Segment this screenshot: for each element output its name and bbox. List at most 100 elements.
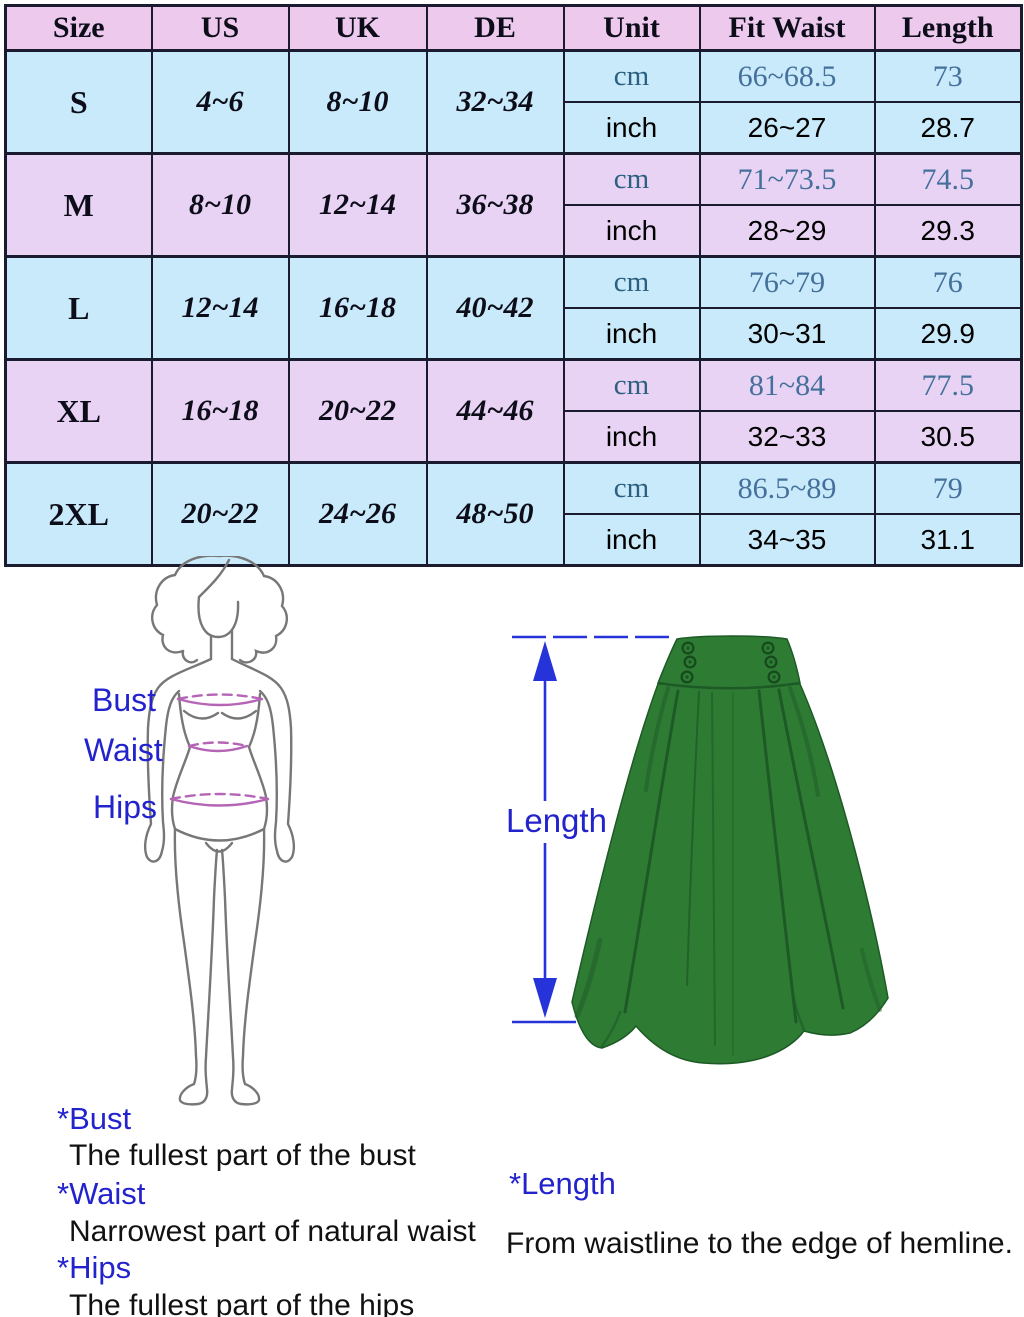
hips-label: Hips (93, 789, 158, 825)
bust-curve (220, 709, 258, 720)
hair-fringe (197, 558, 231, 599)
unit-cm-cell: cm (562, 461, 701, 515)
fit-waist-cm-cell: 76~79 (698, 255, 876, 309)
woman-figure-drawing (143, 556, 296, 1106)
length-cm-cell: 76 (873, 255, 1023, 309)
table-row: inch 30~31 29.9 (6, 307, 1023, 361)
fit-waist-inch-cell: 34~35 (698, 513, 876, 567)
de-cell: 48~50 (425, 461, 565, 567)
fit-waist-cm-cell: 81~84 (698, 358, 876, 412)
waistband-buttons (680, 641, 781, 684)
header-fit-waist: Fit Waist (698, 4, 876, 52)
note-bust-desc: The fullest part of the bust (69, 1139, 416, 1172)
table-row: M 8~10 12~14 36~38 cm 71~73.5 74.5 (4, 152, 1023, 258)
unit-inch-cell: inch (562, 307, 701, 361)
de-cell: 32~34 (425, 49, 565, 155)
length-dimension-arrow (512, 635, 676, 1024)
skirt-body (571, 683, 889, 1065)
length-inch-cell: 29.3 (873, 204, 1023, 258)
size-cell: M (4, 152, 153, 258)
length-inch-cell: 28.7 (873, 101, 1023, 155)
table-row: XL 16~18 20~22 44~46 cm 81~84 77.5 (4, 358, 1023, 464)
unit-cm-cell: cm (562, 358, 701, 412)
de-cell: 36~38 (425, 152, 565, 258)
us-cell: 20~22 (150, 461, 290, 567)
note-waist-title: *Waist (57, 1176, 146, 1211)
size-cell: L (4, 255, 153, 361)
uk-cell: 12~14 (287, 152, 428, 258)
us-cell: 12~14 (150, 255, 290, 361)
fit-waist-inch-cell: 30~31 (698, 307, 876, 361)
size-cell: S (4, 49, 153, 155)
us-cell: 8~10 (150, 152, 290, 258)
size-cell: XL (4, 358, 153, 464)
table-row: 2XL 20~22 24~26 48~50 cm 86.5~89 79 (4, 461, 1023, 567)
fit-waist-inch-cell: 28~29 (698, 204, 876, 258)
fit-waist-inch-cell: 26~27 (698, 101, 876, 155)
bust-measure-line (176, 693, 264, 701)
table-row: S 4~6 8~10 32~34 cm 66~68.5 73 (4, 49, 1023, 155)
hips-measure-line (169, 792, 270, 801)
unit-cm-cell: cm (562, 152, 701, 206)
fit-waist-cm-cell: 86.5~89 (698, 461, 876, 515)
table-row: L 12~14 16~18 40~42 cm 76~79 76 (4, 255, 1023, 361)
length-arrow-label: Length (506, 802, 607, 839)
uk-cell: 16~18 (287, 255, 428, 361)
length-inch-cell: 31.1 (873, 513, 1023, 567)
us-cell: 16~18 (150, 358, 290, 464)
length-cm-cell: 73 (873, 49, 1023, 103)
de-cell: 44~46 (425, 358, 565, 464)
de-cell: 40~42 (425, 255, 565, 361)
size-chart-table: Size US UK DE Unit Fit Waist Length S 4~… (4, 4, 1023, 567)
waist-measure-line (187, 741, 249, 748)
unit-cm-cell: cm (562, 49, 701, 103)
table-row: inch 34~35 31.1 (6, 513, 1023, 567)
hair-outline (151, 556, 288, 664)
waist-label: Waist (84, 732, 163, 768)
length-cm-cell: 74.5 (873, 152, 1023, 206)
waist-measure-line (187, 744, 249, 753)
unit-inch-cell: inch (562, 513, 701, 567)
length-cm-cell: 79 (873, 461, 1023, 515)
header-de: DE (425, 4, 565, 52)
length-inch-cell: 30.5 (873, 410, 1023, 464)
length-inch-cell: 29.9 (873, 307, 1023, 361)
note-hips-desc: The fullest part of the hips (69, 1289, 415, 1317)
us-cell: 4~6 (150, 49, 290, 155)
hips-measure-line (169, 797, 270, 807)
header-us: US (150, 4, 290, 52)
table-row: inch 26~27 28.7 (6, 101, 1023, 155)
uk-cell: 24~26 (287, 461, 428, 567)
bust-curve (182, 709, 220, 720)
header-length: Length (873, 4, 1023, 52)
note-hips-title: *Hips (57, 1250, 132, 1285)
fit-waist-cm-cell: 66~68.5 (698, 49, 876, 103)
size-cell: 2XL (4, 461, 153, 567)
bust-label: Bust (92, 682, 157, 718)
header-uk: UK (287, 4, 428, 52)
arrowhead-up (533, 641, 557, 681)
uk-cell: 8~10 (287, 49, 428, 155)
table-row: inch 28~29 29.3 (6, 204, 1023, 258)
header-size: Size (4, 4, 153, 52)
header-unit: Unit (562, 4, 701, 52)
note-waist-desc: Narrowest part of natural waist (69, 1215, 476, 1248)
bust-measure-line (176, 697, 264, 707)
note-length-title: *Length (509, 1166, 616, 1201)
skirt-illustration (512, 635, 889, 1065)
face-outline (197, 595, 240, 639)
unit-inch-cell: inch (562, 204, 701, 258)
note-bust-title: *Bust (57, 1101, 132, 1136)
arrowhead-down (533, 978, 557, 1018)
table-row: inch 32~33 30.5 (6, 410, 1023, 464)
unit-inch-cell: inch (562, 101, 701, 155)
uk-cell: 20~22 (287, 358, 428, 464)
fit-waist-cm-cell: 71~73.5 (698, 152, 876, 206)
length-cm-cell: 77.5 (873, 358, 1023, 412)
fit-waist-inch-cell: 32~33 (698, 410, 876, 464)
unit-cm-cell: cm (562, 255, 701, 309)
table-header-row: Size US UK DE Unit Fit Waist Length (4, 4, 1023, 52)
note-length-desc: From waistline to the edge of hemline. (506, 1227, 1013, 1260)
unit-inch-cell: inch (562, 410, 701, 464)
